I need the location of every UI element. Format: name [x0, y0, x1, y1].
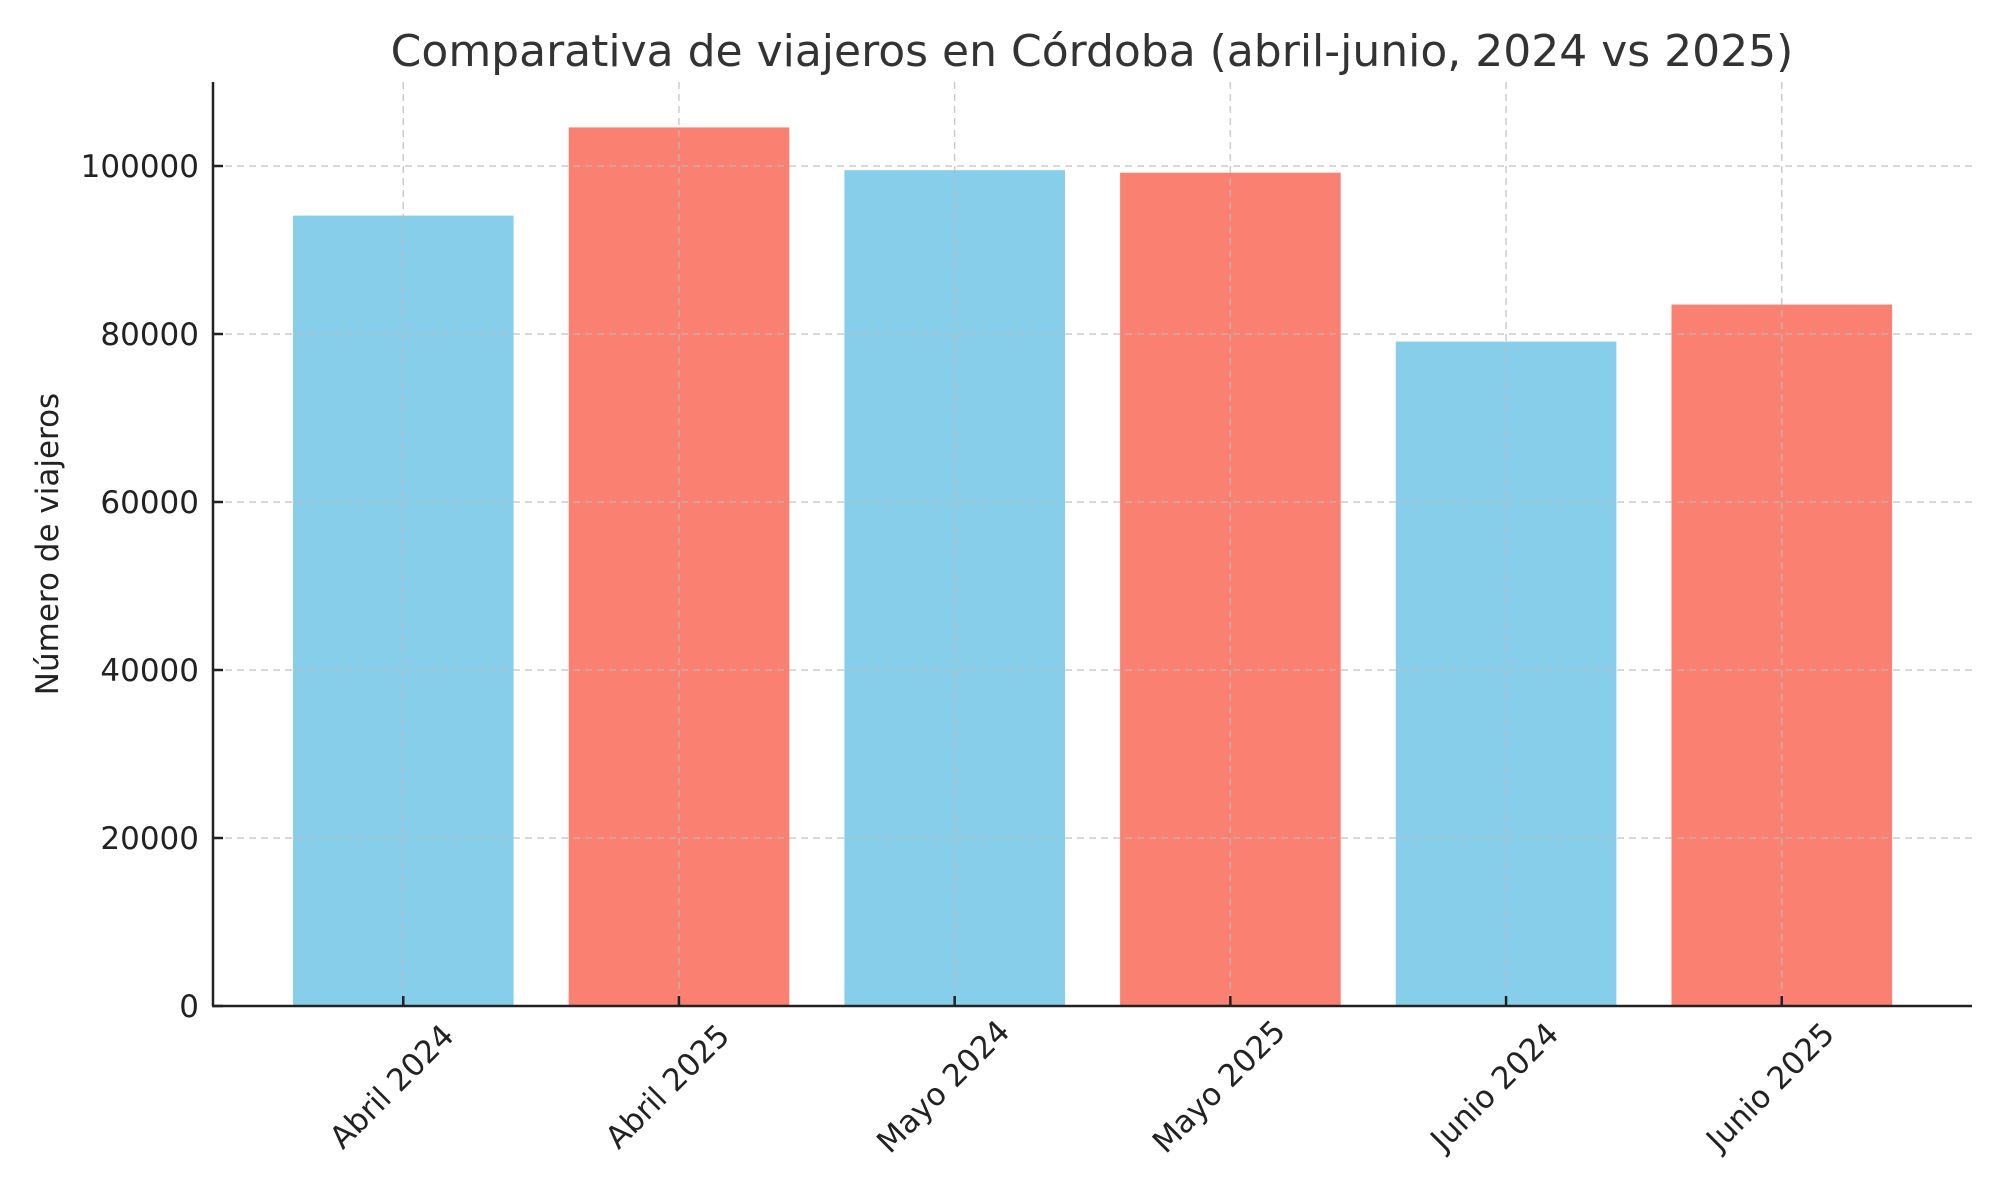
x-tick-label: Junio 2024: [1423, 1016, 1566, 1159]
x-tick-label: Junio 2025: [1698, 1016, 1841, 1159]
x-tick-label: Abril 2024: [323, 1018, 461, 1156]
y-tick-label: 0: [179, 989, 199, 1025]
gridlines: [213, 82, 1972, 1006]
y-axis-label: Número de viajeros: [30, 393, 66, 695]
y-axis-ticks: 0 20000 40000 60000 80000 100000: [81, 149, 223, 1025]
x-axis-ticks: Abril 2024 Abril 2025 Mayo 2024 Mayo 2025 Ju…: [323, 996, 1842, 1160]
y-tick-label: 40000: [100, 653, 199, 689]
y-tick-label: 60000: [100, 485, 199, 521]
bars: [293, 127, 1893, 1007]
x-tick-label: Mayo 2025: [1146, 1013, 1293, 1160]
x-tick-label: Abril 2025: [599, 1018, 737, 1156]
x-tick-label: Mayo 2024: [870, 1013, 1017, 1160]
y-tick-label: 20000: [100, 821, 199, 857]
chart-title: Comparativa de viajeros en Córdoba (abri…: [391, 26, 1794, 77]
y-tick-label: 80000: [100, 317, 199, 353]
y-tick-label: 100000: [81, 149, 199, 185]
